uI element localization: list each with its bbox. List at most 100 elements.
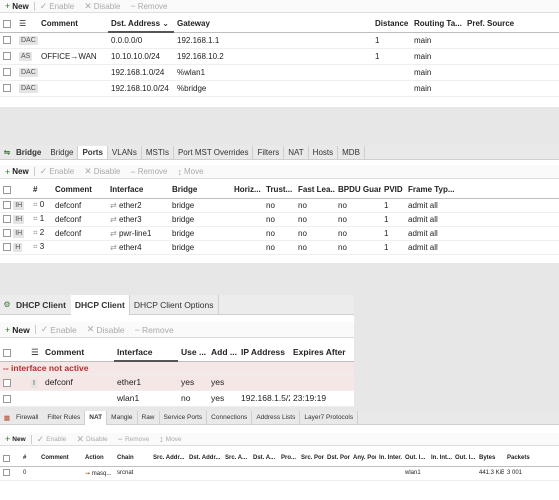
bridge-enable-button[interactable]: ✓ Enable [39, 166, 75, 176]
bridge-disable-button[interactable]: ✕ Disable [84, 166, 121, 176]
dhcp-header-ip-address[interactable]: IP Address [238, 344, 290, 362]
tab-bridge[interactable]: Bridge [46, 145, 79, 159]
row-checkbox-cell[interactable] [0, 80, 16, 97]
row-checkbox[interactable] [3, 84, 11, 93]
routes-header-flags[interactable]: ☰ [16, 16, 38, 33]
bridge-header-comment[interactable]: Comment [52, 182, 107, 199]
row-checkbox-cell[interactable] [0, 48, 16, 65]
tab-dhcp-client[interactable]: DHCP Client [70, 295, 130, 315]
bridge-header-bpdu-guard[interactable]: BPDU Guard [335, 182, 381, 199]
bridge-header-horizon[interactable]: Horiz... [231, 182, 263, 199]
firewall-header-col-14[interactable]: Out. I... [402, 451, 428, 467]
dhcp-header-select[interactable] [0, 344, 28, 362]
select-all-checkbox[interactable] [3, 349, 11, 357]
dhcp-new-button[interactable]: + New [5, 324, 30, 335]
routes-remove-button[interactable]: − Remove [130, 1, 168, 11]
routes-header-routing-table[interactable]: Routing Ta... [411, 16, 464, 33]
bridge-header-interface[interactable]: Interface [107, 182, 169, 199]
firewall-header-col-18[interactable]: Packets [504, 451, 559, 467]
tab-mdb[interactable]: MDB [338, 145, 365, 159]
select-all-checkbox[interactable] [3, 186, 11, 195]
row-checkbox-cell[interactable] [0, 374, 28, 391]
firewall-header-col-17[interactable]: Bytes [476, 451, 504, 467]
table-row[interactable]: DAC 0.0.0.0/0 192.168.1.1 1 main [0, 32, 559, 49]
tab-connections[interactable]: Connections [207, 411, 253, 425]
dhcp-header-interface[interactable]: Interface [114, 344, 178, 362]
dhcp-header-use-peer-dns[interactable]: Use ... [178, 344, 208, 362]
firewall-enable-button[interactable]: ✓ Enable [36, 433, 67, 444]
bridge-header-bridge[interactable]: Bridge [169, 182, 231, 199]
firewall-new-button[interactable]: + New [5, 434, 26, 444]
tab-raw[interactable]: Raw [138, 411, 160, 425]
firewall-header-col-5[interactable]: Src. Addr... [150, 451, 186, 467]
bridge-header-select[interactable] [0, 182, 30, 199]
routes-header-pref-source[interactable]: Pref. Source [464, 16, 559, 33]
firewall-header-col-15[interactable]: In. Int... [428, 451, 452, 467]
tab-ports[interactable]: Ports [78, 145, 108, 159]
firewall-header-col-3[interactable]: Action [82, 451, 114, 467]
tab-hosts[interactable]: Hosts [309, 145, 339, 159]
routes-new-button[interactable]: + New [5, 1, 29, 11]
row-checkbox[interactable] [3, 378, 11, 387]
row-checkbox[interactable] [3, 228, 11, 237]
routes-header-dst-address[interactable]: Dst. Address ⌄ [108, 16, 174, 33]
tab-mangle[interactable]: Mangle [107, 411, 138, 425]
firewall-header-col-10[interactable]: Src. Port [298, 451, 324, 467]
firewall-header-col-1[interactable]: # [20, 451, 38, 467]
dhcp-remove-button[interactable]: − Remove [134, 324, 174, 335]
routes-enable-button[interactable]: ✓ Enable [39, 0, 75, 11]
firewall-header-col-13[interactable]: In. Inter... [376, 451, 402, 467]
tab-filters[interactable]: Filters [253, 145, 285, 159]
dhcp-enable-button[interactable]: ✓ Enable [40, 324, 77, 335]
select-all-checkbox[interactable] [3, 454, 10, 462]
table-row[interactable]: H ⌗ 3 ⇄ ether4 bridge no no no 1 admit all [0, 240, 559, 255]
tab-mstis[interactable]: MSTIs [142, 145, 174, 159]
table-row[interactable]: DAC 192.168.1.0/24 %wlan1 main [0, 64, 559, 81]
dhcp-header-expires-after[interactable]: Expires After [290, 344, 354, 362]
tab-layer7-protocols[interactable]: Layer7 Protocols [300, 411, 359, 425]
row-select-cell[interactable]: IH [0, 226, 30, 241]
firewall-header-col-4[interactable]: Chain [114, 451, 150, 467]
tab-service-ports[interactable]: Service Ports [160, 411, 208, 425]
tab-nat[interactable]: NAT [284, 145, 309, 159]
table-row[interactable]: AS OFFICE→WAN 10.10.10.0/24 192.168.10.2 1 ma… [0, 48, 559, 65]
bridge-move-button[interactable]: ↕ Move [177, 166, 204, 177]
dhcp-header-flags[interactable]: ☰ [28, 344, 42, 362]
row-checkbox-cell[interactable] [0, 390, 28, 407]
routes-header-comment[interactable]: Comment [38, 16, 108, 33]
firewall-disable-button[interactable]: ✕ Disable [76, 433, 108, 444]
firewall-remove-button[interactable]: − Remove [117, 434, 150, 444]
dhcp-disable-button[interactable]: ✕ Disable [86, 324, 125, 335]
routes-header-gateway[interactable]: Gateway [174, 16, 372, 33]
tab-vlans[interactable]: VLANs [108, 145, 142, 159]
table-row[interactable]: IH ⌗ 1 defconf ⇄ ether3 bridge no no no 1 admit a… [0, 212, 559, 227]
tab-filter-rules[interactable]: Filter Rules [43, 411, 86, 425]
firewall-header-col-11[interactable]: Dst. Port [324, 451, 350, 467]
table-row[interactable]: 0 ⇝ masq... srcnat wlan1 441.3 KiB 3 001 [0, 466, 559, 481]
bridge-header-fast-leave[interactable]: Fast Lea... [295, 182, 335, 199]
row-checkbox[interactable] [3, 52, 11, 61]
firewall-header-col-8[interactable]: Dst. A... [250, 451, 278, 467]
bridge-remove-button[interactable]: − Remove [130, 166, 168, 177]
bridge-header-frame-types[interactable]: Frame Typ... [405, 182, 559, 199]
dhcp-header-add-default-route[interactable]: Add ... [208, 344, 238, 362]
bridge-header-trusted[interactable]: Trust... [263, 182, 295, 199]
row-checkbox[interactable] [3, 68, 11, 77]
firewall-header-col-6[interactable]: Dst. Addr... [186, 451, 222, 467]
firewall-header-select[interactable] [0, 451, 20, 467]
tab-port-mst-overrides[interactable]: Port MST Overrides [174, 145, 254, 159]
row-select-cell[interactable]: H [0, 240, 30, 255]
row-checkbox[interactable] [3, 394, 11, 403]
bridge-new-button[interactable]: + New [5, 166, 29, 177]
row-checkbox[interactable] [3, 36, 11, 45]
bridge-header-pvid[interactable]: PVID [381, 182, 405, 199]
bridge-header-number[interactable]: # [30, 182, 52, 199]
routes-header-select[interactable] [0, 16, 16, 33]
row-checkbox[interactable] [3, 200, 11, 209]
firewall-header-col-9[interactable]: Pro... [278, 451, 298, 467]
firewall-header-col-16[interactable]: Out. I... [452, 451, 476, 467]
firewall-move-button[interactable]: ↕ Move [159, 434, 182, 444]
row-checkbox-cell[interactable] [0, 466, 20, 481]
table-row[interactable]: DAC 192.168.10.0/24 %bridge main [0, 80, 559, 97]
